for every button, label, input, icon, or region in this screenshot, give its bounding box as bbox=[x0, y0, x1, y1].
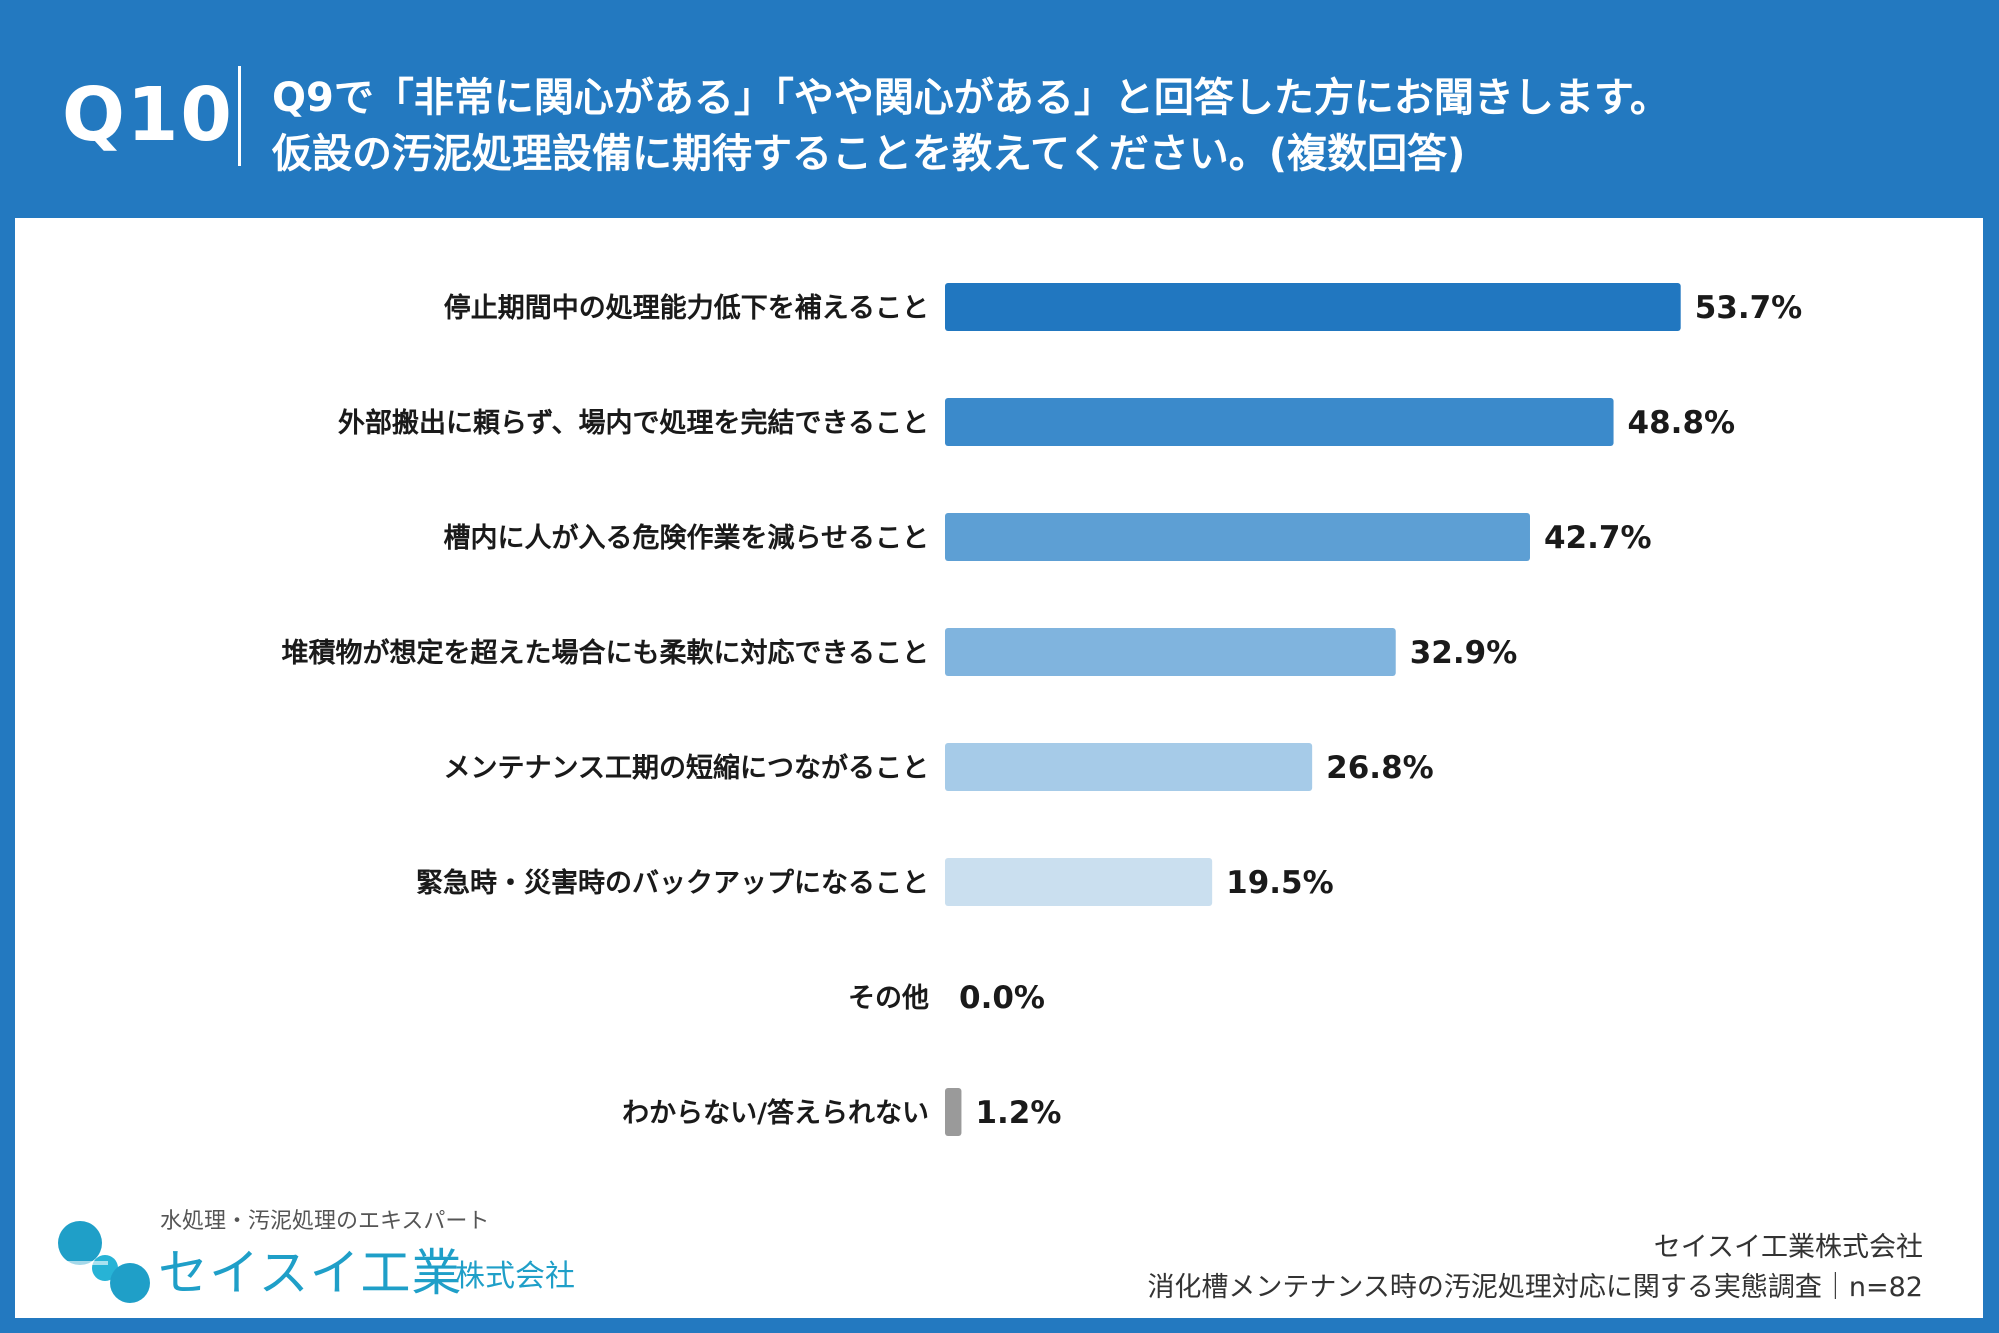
category-label: 槽内に人が入る危険作業を減らせること bbox=[444, 522, 929, 554]
chart-panel: 停止期間中の処理能力低下を補えること 53.7% 外部搬出に頼らず、場内で処理を完結… bbox=[15, 218, 1983, 1318]
bar bbox=[945, 283, 1681, 331]
category-label: 停止期間中の処理能力低下を補えること bbox=[444, 292, 929, 324]
value-label: 42.7% bbox=[1544, 520, 1652, 556]
category-label: 緊急時・災害時のバックアップになること bbox=[416, 867, 929, 899]
bar bbox=[945, 743, 1313, 791]
value-label: 48.8% bbox=[1628, 405, 1736, 441]
value-label: 26.8% bbox=[1326, 750, 1434, 786]
question-line-1: Q9で「非常に関心がある」「やや関心がある」と回答した方にお聞きします。 bbox=[272, 75, 1670, 121]
question-text: Q9で「非常に関心がある」「やや関心がある」と回答した方にお聞きします。 仮設の… bbox=[272, 70, 1670, 182]
header: Q10 Q9で「非常に関心がある」「やや関心がある」と回答した方にお聞きします。… bbox=[0, 0, 1999, 215]
value-label: 32.9% bbox=[1410, 635, 1518, 671]
category-label: わからない/答えられない bbox=[622, 1097, 929, 1129]
bar bbox=[945, 398, 1614, 446]
bar bbox=[945, 628, 1396, 676]
category-label: メンテナンス工期の短縮につながること bbox=[444, 752, 929, 784]
footer: セイスイ工業株式会社 消化槽メンテナンス時の汚泥処理対応に関する実態調査｜n=8… bbox=[1147, 1228, 1923, 1308]
footer-survey: 消化槽メンテナンス時の汚泥処理対応に関する実態調査｜n=82 bbox=[1147, 1272, 1923, 1303]
bar bbox=[945, 858, 1213, 906]
bar-chart: 停止期間中の処理能力低下を補えること 53.7% 外部搬出に頼らず、場内で処理を完結… bbox=[282, 283, 1803, 1136]
category-label: その他 bbox=[848, 983, 929, 1014]
value-label: 1.2% bbox=[975, 1095, 1061, 1131]
footer-company: セイスイ工業株式会社 bbox=[1653, 1232, 1923, 1263]
company-logo: 水処理・汚泥処理のエキスパート セイスイ工業 株式会社 bbox=[50, 1203, 610, 1313]
bar bbox=[945, 1088, 962, 1136]
value-label: 0.0% bbox=[959, 980, 1045, 1016]
header-divider bbox=[238, 66, 241, 166]
question-line-2: 仮設の汚泥処理設備に期待することを教えてください。(複数回答) bbox=[272, 131, 1466, 177]
logo-corp: 株式会社 bbox=[455, 1259, 575, 1294]
logo-name: セイスイ工業 bbox=[158, 1244, 463, 1302]
logo-tagline: 水処理・汚泥処理のエキスパート bbox=[160, 1209, 490, 1234]
value-label: 53.7% bbox=[1695, 290, 1803, 326]
bar bbox=[945, 513, 1530, 561]
category-label: 外部搬出に頼らず、場内で処理を完結できること bbox=[338, 407, 929, 439]
bubbles-logo-icon bbox=[58, 1221, 150, 1303]
value-label: 19.5% bbox=[1226, 865, 1334, 901]
category-label: 堆積物が想定を超えた場合にも柔軟に対応できること bbox=[282, 637, 929, 669]
question-number: Q10 bbox=[62, 72, 234, 158]
